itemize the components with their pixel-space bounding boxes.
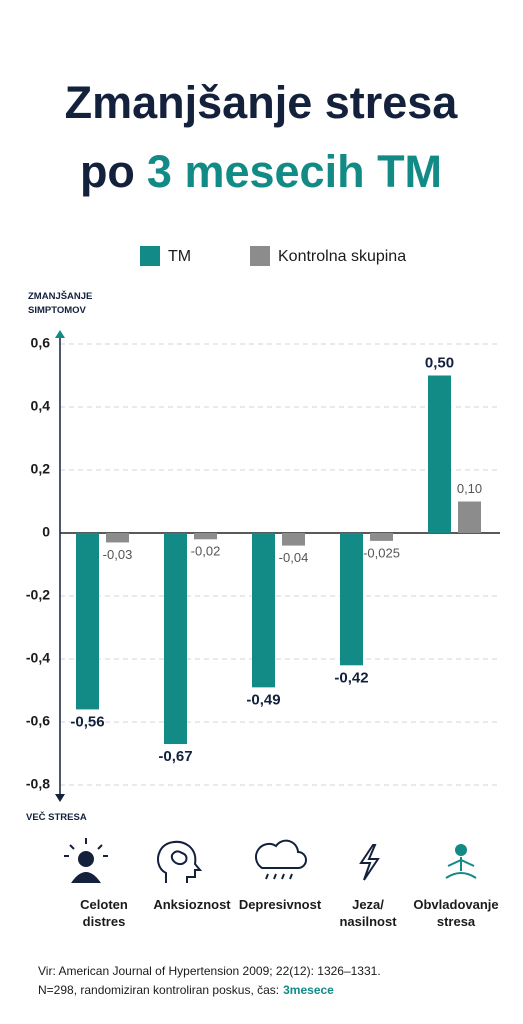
bar	[458, 501, 481, 533]
bar	[340, 533, 363, 666]
bar	[370, 533, 393, 541]
y-tick-label: 0,2	[31, 461, 51, 477]
icons	[64, 838, 477, 883]
note-text: N=298, randomiziran kontroliran poskus, …	[38, 983, 279, 997]
legend-swatch	[250, 246, 270, 266]
note: N=298, randomiziran kontroliran poskus, …	[38, 983, 334, 997]
value-label: -0,02	[191, 544, 221, 559]
bar	[428, 375, 451, 533]
y-tick-label: -0,8	[26, 776, 50, 792]
value-label: -0,49	[246, 691, 280, 708]
bar	[282, 533, 305, 546]
axis-arrow	[55, 330, 65, 338]
category-label: Obvladovanje stresa	[413, 897, 499, 929]
bar	[164, 533, 187, 745]
title-part: po	[80, 146, 135, 197]
note-highlight: 3mesece	[283, 983, 334, 997]
category-label: Anksioznost	[153, 897, 231, 912]
value-label: 0,50	[425, 354, 454, 371]
bar	[194, 533, 217, 540]
y-tick-label: 0,6	[31, 335, 51, 351]
value-label: -0,03	[103, 547, 133, 562]
y-axis-top-label: ZMANJŠANJE SIMPTOMOV	[28, 291, 93, 316]
bar	[76, 533, 99, 710]
bar	[252, 533, 275, 688]
value-label: -0,42	[334, 669, 368, 686]
chart-title: po 3 mesecih TM	[80, 146, 442, 197]
value-label: 0,10	[457, 481, 482, 496]
y-tick-label: -0,2	[26, 587, 50, 603]
legend-label: Kontrolna skupina	[278, 248, 406, 265]
value-label: -0,04	[279, 550, 309, 565]
y-tick-label: 0,4	[31, 398, 51, 414]
chart-title: Zmanjšanje stresa	[65, 77, 459, 128]
y-tick-label: 0	[42, 524, 50, 540]
category-label: Celoten distres	[80, 897, 128, 929]
legend-label: TM	[168, 248, 191, 265]
icon-depression	[255, 839, 307, 880]
title-highlight: 3 mesecih TM	[147, 146, 442, 197]
value-label: -0,67	[158, 748, 192, 765]
value-label: -0,025	[363, 545, 400, 560]
y-tick-label: -0,6	[26, 713, 50, 729]
icon-anger	[359, 844, 380, 881]
icon-distress	[64, 838, 108, 883]
source: Vir: American Journal of Hypertension 20…	[38, 964, 381, 978]
value-label: -0,56	[70, 713, 104, 730]
y-tick-label: -0,4	[26, 650, 50, 666]
category-label: Depresivnost	[238, 897, 322, 912]
bar	[106, 533, 129, 543]
axis-arrow	[55, 794, 65, 802]
icon-anxiety	[157, 840, 203, 883]
icon-meditation	[445, 844, 477, 879]
legend-swatch	[140, 246, 160, 266]
category-label: Jeza/ nasilnost	[339, 897, 397, 929]
y-axis-bottom-label: VEČ STRESA	[26, 812, 87, 823]
